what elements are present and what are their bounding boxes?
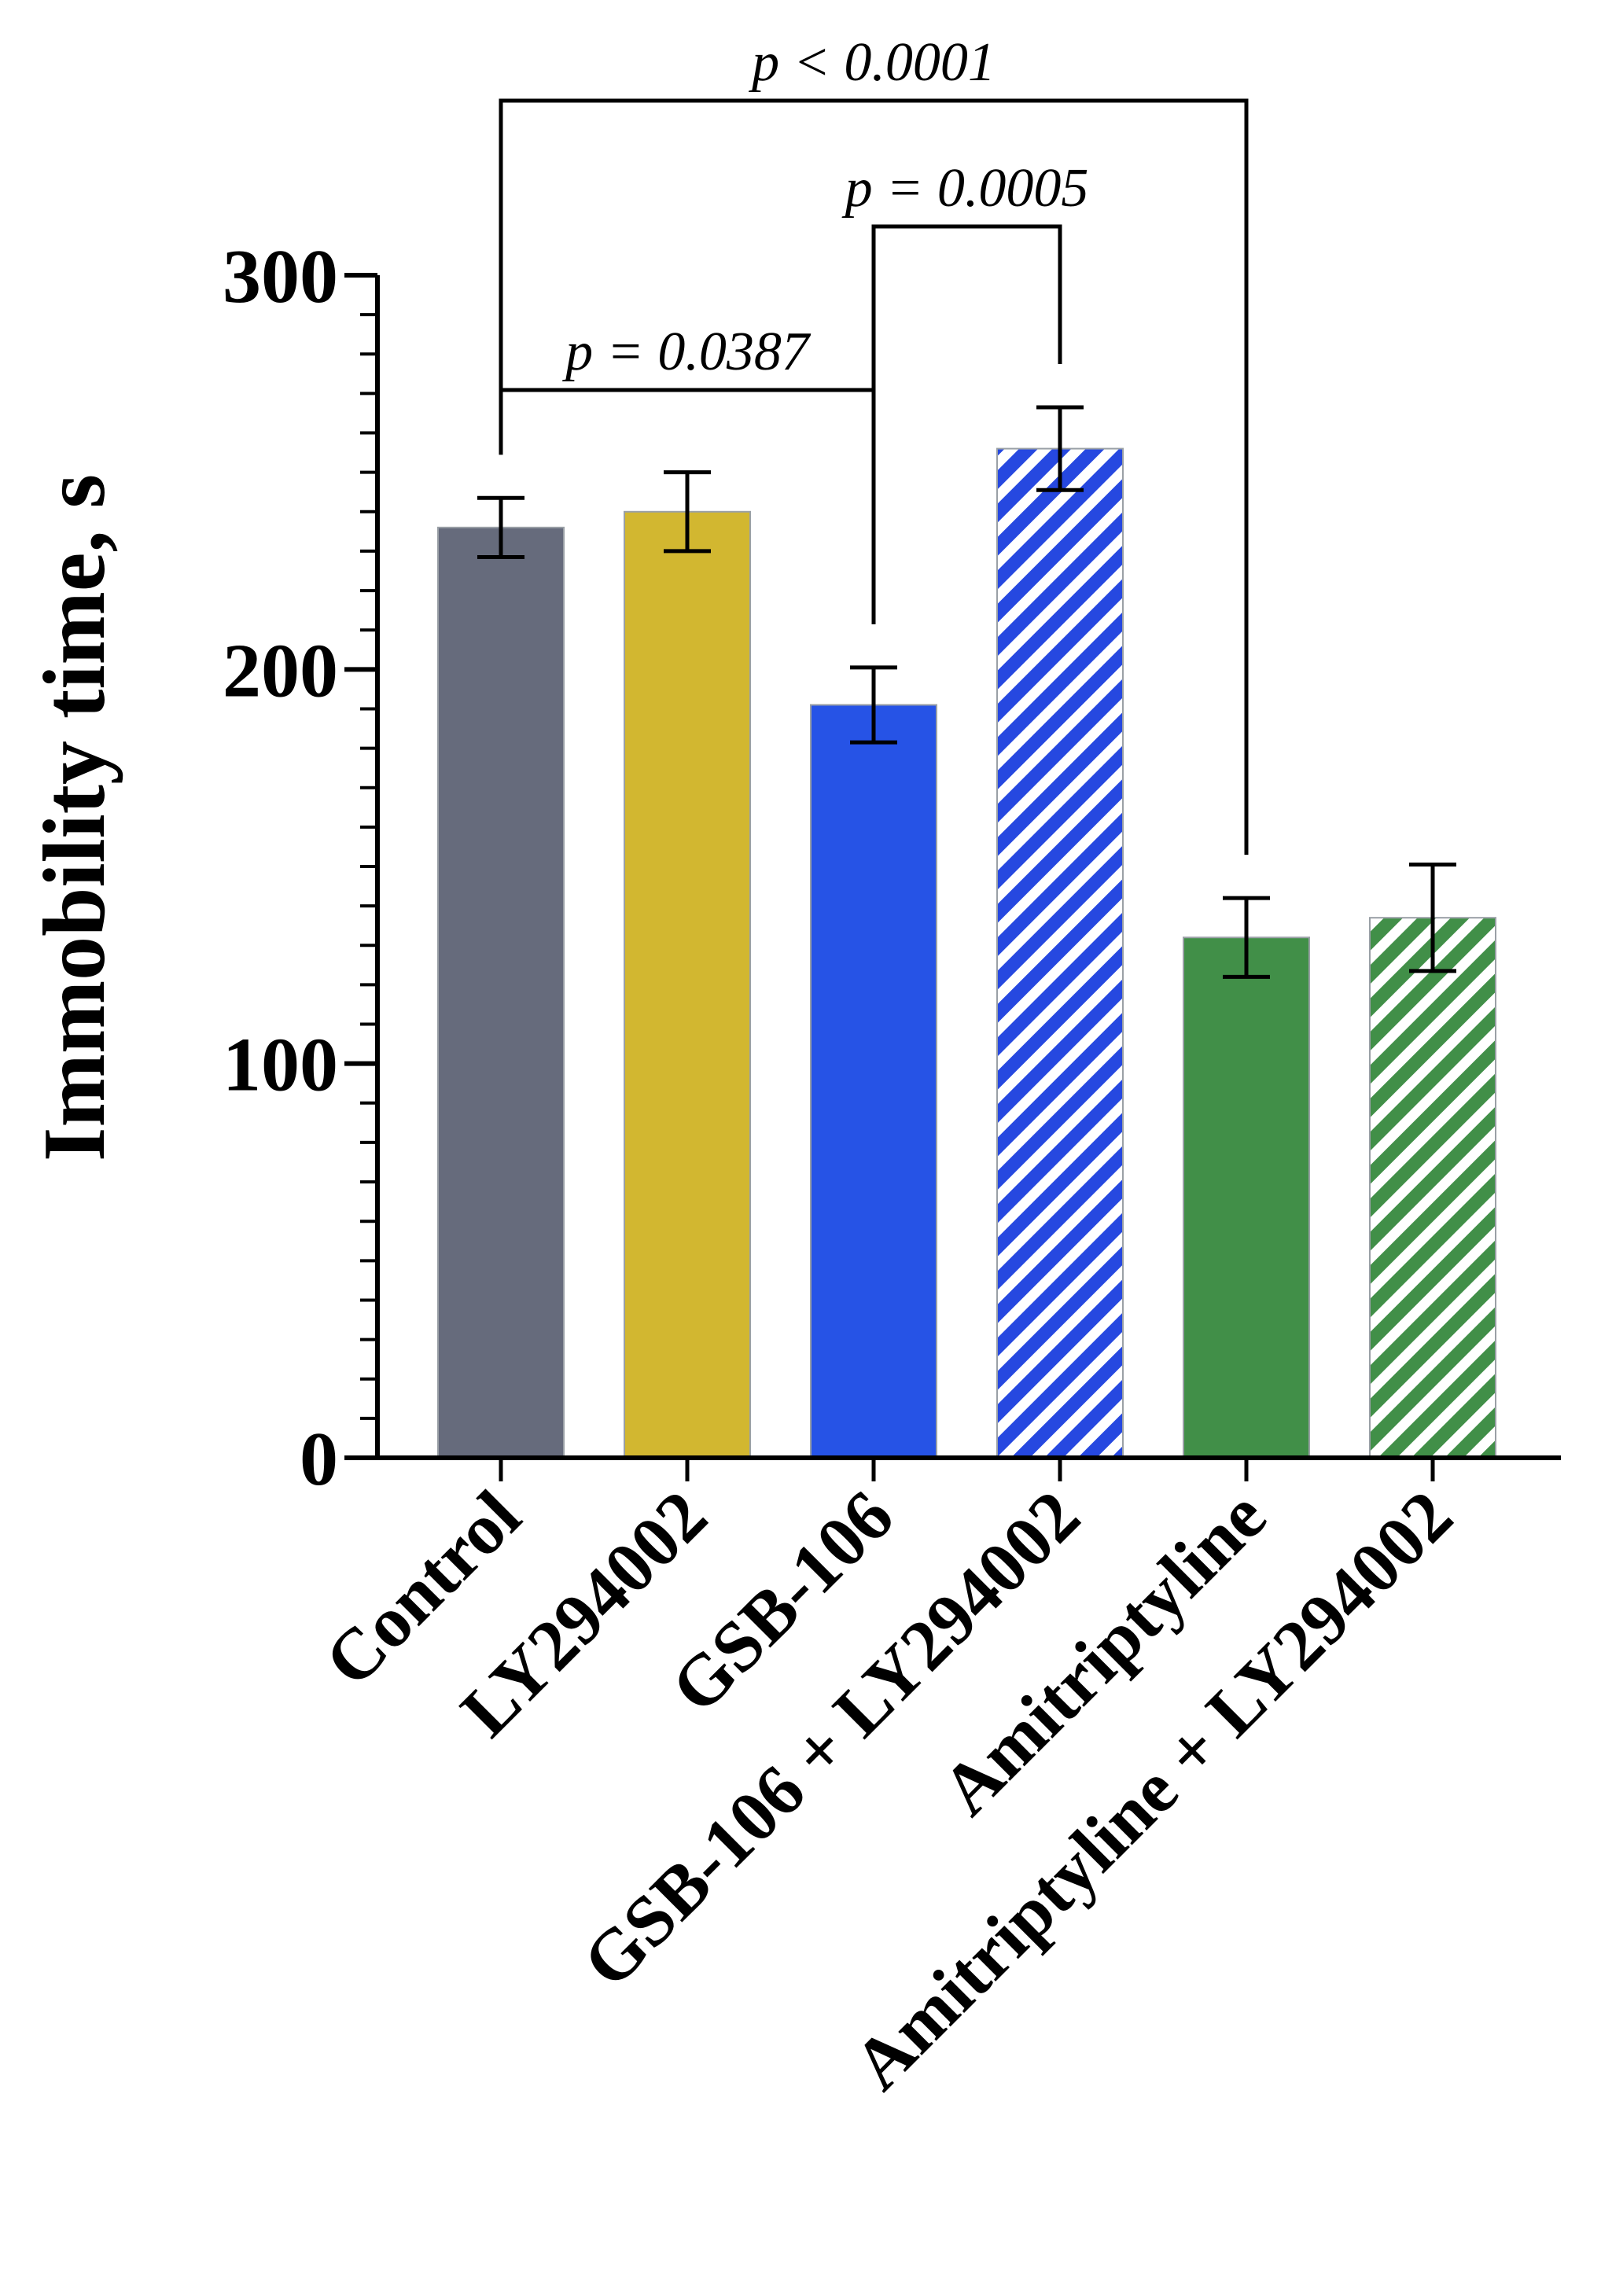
error-bar-6 [1409, 862, 1456, 973]
bar-5 [1183, 936, 1310, 1459]
error-bar-5 [1223, 896, 1270, 979]
bars-layer [437, 447, 1496, 1459]
significance-bracket-1: p = 0.0387 [499, 322, 876, 624]
y-axis-title: Immobility time, s [26, 474, 123, 1161]
p-value-label: p = 0.0005 [841, 158, 1089, 219]
error-bar-2 [664, 470, 711, 554]
error-bars-layer [477, 405, 1456, 979]
error-bar-3 [850, 665, 897, 745]
x-tick-label-5: Amitriptyline [926, 1475, 1282, 1831]
p-value-label: p = 0.0387 [561, 322, 812, 382]
significance-bracket-3: p < 0.0001 [499, 32, 1249, 855]
y-tick-label: 300 [223, 234, 338, 319]
p-value-label: p < 0.0001 [748, 32, 996, 93]
bar-3 [810, 704, 937, 1459]
y-tick-label: 200 [223, 628, 338, 713]
significance-bracket-2: p = 0.0005 [841, 158, 1089, 624]
bar-2 [624, 510, 751, 1459]
bar-1 [437, 526, 565, 1459]
bar-4 [996, 447, 1124, 1459]
bar-6 [1369, 917, 1496, 1459]
error-bar-1 [477, 495, 524, 559]
y-tick-label: 0 [300, 1417, 338, 1502]
error-bar-4 [1036, 405, 1084, 492]
y-tick-label: 100 [223, 1023, 338, 1108]
significance-brackets-layer: p = 0.0387 p = 0.0005 p < 0.0001 [499, 32, 1249, 855]
